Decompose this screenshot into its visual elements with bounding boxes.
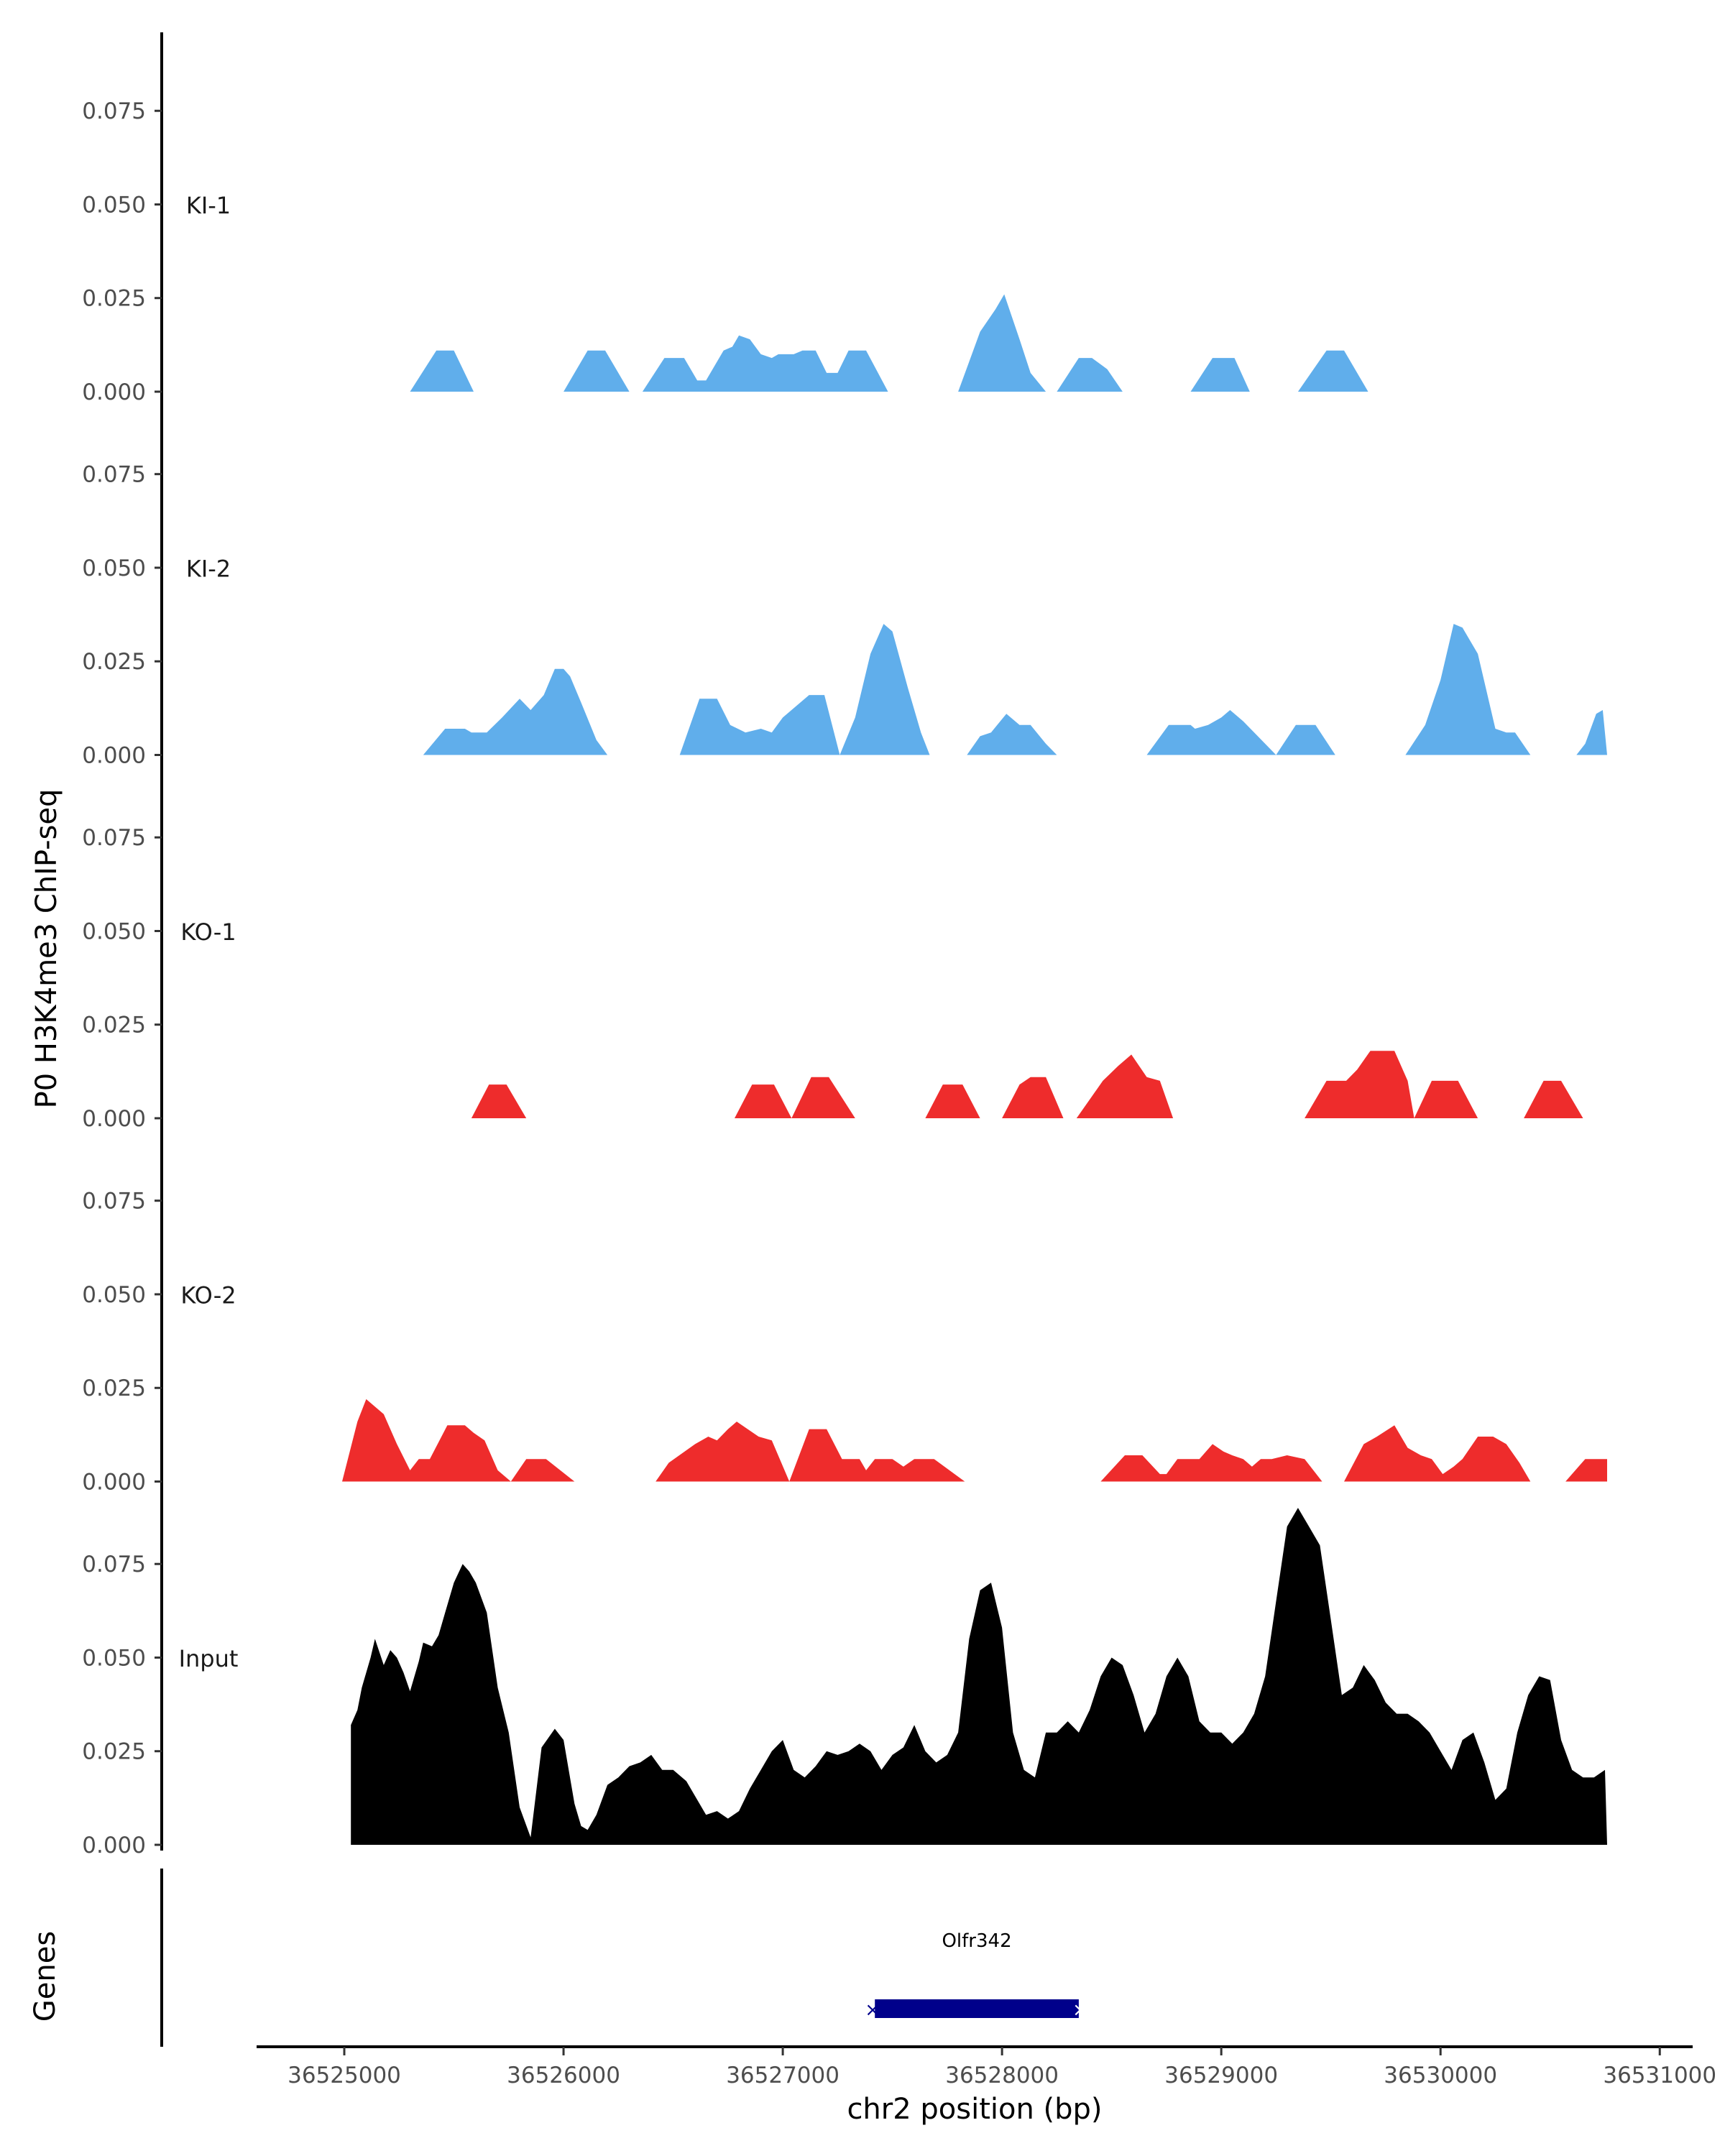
track-panel-input: 0.000 0.025 0.050 0.075 Input [82, 1485, 1608, 1858]
signal-area-ko-2 [510, 1459, 575, 1482]
y-tick-label: 0.000 [82, 1106, 146, 1132]
track-panel-ki-2: 0.000 0.025 0.050 0.075 KI-2 [82, 395, 1607, 769]
gene-name-label: Olfr342 [942, 1930, 1011, 1952]
signal-area-ki-1 [410, 350, 474, 392]
x-axis: 36525000 36526000 36527000 36528000 36529000… [257, 2045, 1716, 2088]
signal-area-ko-1 [1524, 1080, 1583, 1118]
track-panel-ko-2: 0.000 0.025 0.050 0.075 KO-2 [82, 1122, 1607, 1496]
signal-area-ki-1 [1297, 350, 1368, 392]
x-tick-label: 36526000 [507, 2063, 620, 2088]
signal-area-ki-2 [1576, 710, 1607, 755]
x-tick-label: 36528000 [945, 2063, 1059, 2088]
track-panel-ko-1: 0.000 0.025 0.050 0.075 KO-1 [82, 759, 1583, 1132]
signal-area-ki-2 [1276, 724, 1335, 755]
signal-area-input [351, 1508, 1608, 1845]
signal-area-ki-1 [642, 335, 888, 392]
signal-area-ko-2 [656, 1422, 790, 1482]
y-tick-label: 0.050 [82, 556, 146, 581]
y-tick-label: 0.075 [82, 462, 146, 488]
x-tick-label: 36530000 [1384, 2063, 1497, 2088]
track-label: KI-1 [186, 192, 231, 219]
track-label: KI-2 [186, 556, 231, 583]
y-tick-label: 0.000 [82, 1833, 146, 1858]
signal-area-ki-1 [1057, 358, 1123, 392]
x-axis-title: chr2 position (bp) [847, 2093, 1102, 2126]
x-tick-label: 36525000 [288, 2063, 401, 2088]
y-tick-label: 0.000 [82, 743, 146, 769]
y-axis-title: P0 H3K4me3 ChIP-seq [30, 789, 63, 1109]
y-tick-label: 0.050 [82, 192, 146, 218]
tracks-layer: 0.0000.0250.0500.075KI-10.0000.0250.0500… [82, 32, 1608, 1858]
gene-track: Genes Olfr342 × × [29, 1869, 1088, 2047]
track-label: KO-2 [180, 1282, 236, 1309]
signal-area-ki-1 [1190, 358, 1250, 392]
signal-area-ko-2 [1344, 1425, 1531, 1482]
gene-strand-marker-end: × [1072, 1999, 1088, 2021]
y-tick-label: 0.075 [82, 825, 146, 851]
y-tick-label: 0.025 [82, 1376, 146, 1401]
y-tick-label: 0.050 [82, 1282, 146, 1308]
signal-area-ki-2 [423, 668, 608, 755]
signal-area-ki-2 [840, 624, 930, 755]
signal-area-ki-1 [564, 350, 630, 392]
y-tick-label: 0.050 [82, 918, 146, 944]
signal-area-ko-2 [789, 1429, 965, 1482]
signal-area-ko-1 [471, 1084, 527, 1118]
x-tick-label: 36531000 [1603, 2063, 1716, 2088]
signal-area-ko-1 [1414, 1080, 1478, 1118]
signal-area-ki-2 [679, 695, 840, 755]
signal-area-ko-2 [1565, 1459, 1607, 1482]
y-tick-label: 0.075 [82, 1189, 146, 1215]
track-label: KO-1 [180, 918, 236, 946]
x-tick-label: 36527000 [726, 2063, 840, 2088]
gene-strand-marker-start: × [865, 1999, 880, 2021]
signal-area-ki-2 [1146, 710, 1276, 755]
track-panel-ki-1: 0.000 0.025 0.050 0.075 KI-1 [82, 32, 1368, 405]
signal-area-ko-1 [1305, 1051, 1414, 1118]
signal-area-ko-1 [1076, 1054, 1174, 1118]
signal-area-ko-1 [735, 1084, 792, 1118]
x-tick-label: 36529000 [1164, 2063, 1278, 2088]
signal-area-ko-1 [1002, 1077, 1064, 1118]
track-label: Input [179, 1645, 239, 1672]
signal-area-ko-2 [342, 1399, 511, 1482]
y-tick-label: 0.075 [82, 1552, 146, 1577]
y-tick-label: 0.075 [82, 98, 146, 124]
y-tick-label: 0.000 [82, 379, 146, 405]
y-tick-label: 0.050 [82, 1645, 146, 1671]
signal-area-ko-1 [791, 1077, 855, 1118]
signal-area-ko-2 [1100, 1444, 1322, 1482]
signal-area-ki-1 [958, 294, 1046, 392]
signal-area-ki-2 [967, 714, 1057, 755]
signal-area-ki-2 [1405, 624, 1531, 755]
y-tick-label: 0.025 [82, 1013, 146, 1038]
gene-track-label: Genes [29, 1931, 62, 2022]
gene-body [875, 1999, 1079, 2018]
y-tick-label: 0.025 [82, 649, 146, 675]
y-tick-label: 0.025 [82, 1739, 146, 1765]
signal-area-ko-1 [925, 1084, 980, 1118]
y-tick-label: 0.025 [82, 286, 146, 312]
y-tick-label: 0.000 [82, 1470, 146, 1496]
